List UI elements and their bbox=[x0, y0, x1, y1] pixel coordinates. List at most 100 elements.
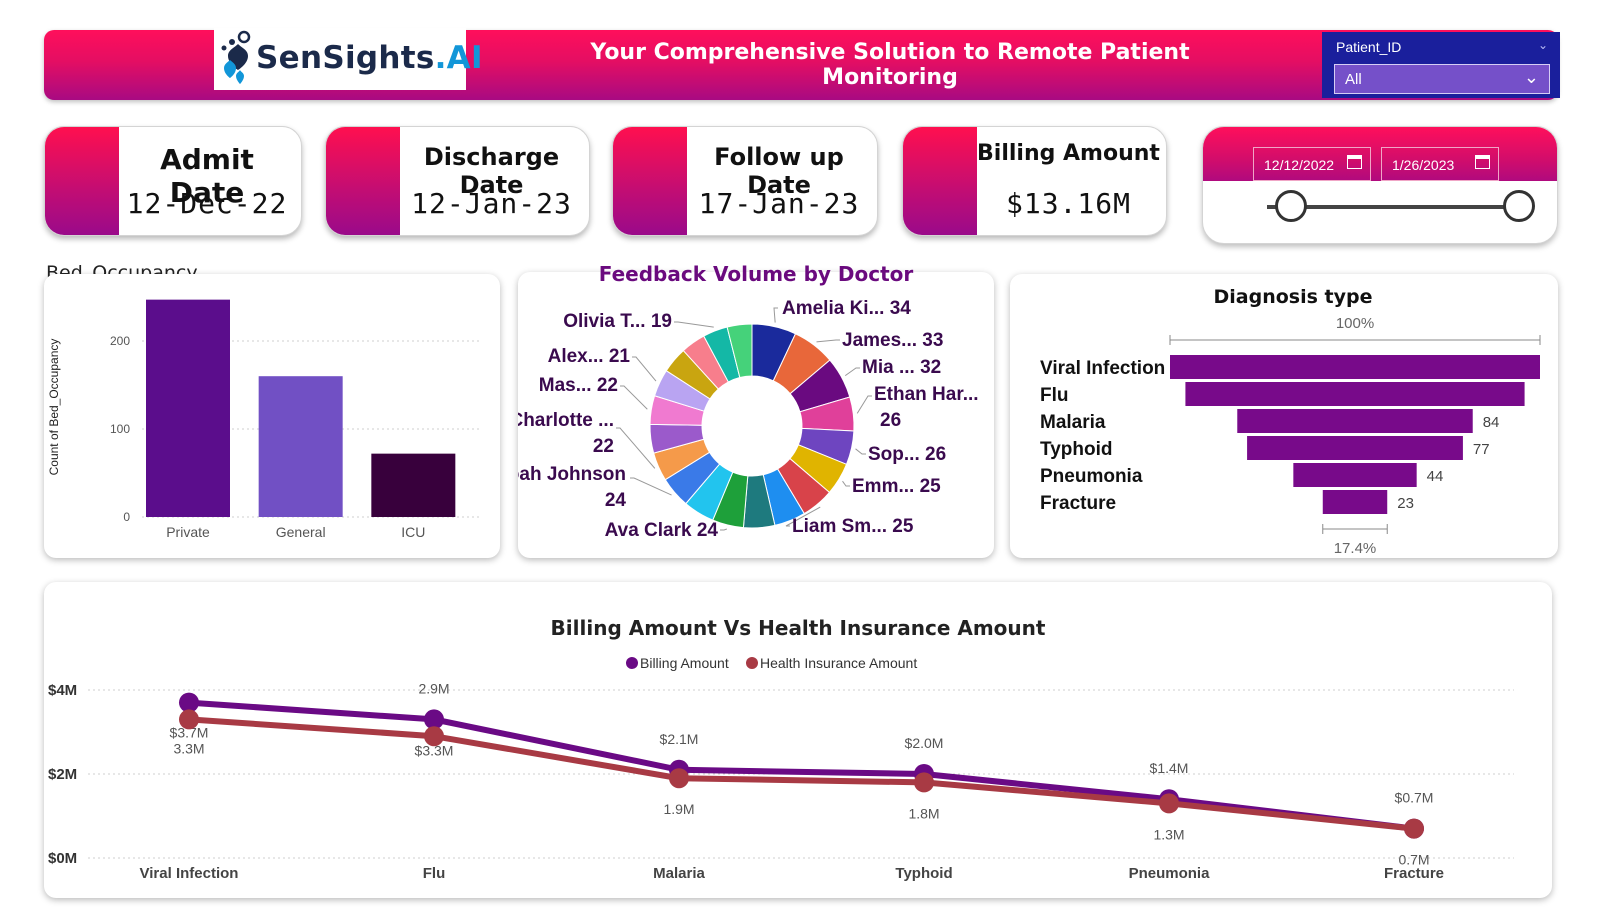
bed-occupancy-panel: 0 100 200 Count of Bed_Occupancy Private Gene… bbox=[44, 274, 500, 558]
data-label: $2.0M bbox=[905, 735, 944, 751]
start-date-value: 12/12/2022 bbox=[1264, 157, 1335, 173]
patient-id-value: All bbox=[1345, 71, 1362, 88]
legend-label[interactable]: Billing Amount bbox=[640, 655, 729, 671]
calendar-icon[interactable] bbox=[1347, 155, 1362, 169]
slice-label: Olivia T... 19 bbox=[563, 311, 672, 332]
bar[interactable] bbox=[146, 299, 230, 517]
slice-label: Noah Johnson bbox=[518, 464, 626, 485]
patient-id-slicer: Patient_ID ⌄ All ⌄ bbox=[1322, 32, 1560, 98]
data-point[interactable] bbox=[914, 772, 934, 793]
diagnosis-title: Diagnosis type bbox=[1213, 286, 1373, 308]
kpi-card-discharge-date: Discharge Date 12-Jan-23 bbox=[325, 126, 590, 236]
start-date-input[interactable]: 12/12/2022 bbox=[1253, 147, 1371, 181]
legend-label[interactable]: Health Insurance Amount bbox=[760, 655, 917, 671]
funnel-bar[interactable] bbox=[1293, 463, 1417, 487]
kpi-accent-band bbox=[45, 127, 119, 235]
kpi-value: 17-Jan-23 bbox=[698, 187, 860, 220]
slider-track[interactable] bbox=[1267, 205, 1519, 209]
kpi-title: Follow up Date bbox=[714, 143, 844, 199]
funnel-value-label: 84 bbox=[1483, 414, 1500, 431]
patient-id-dropdown[interactable]: All ⌄ bbox=[1334, 64, 1550, 94]
funnel-bottom-label: 17.4% bbox=[1334, 540, 1377, 557]
kpi-card-billing-amount: Billing Amount $13.16M bbox=[902, 126, 1167, 236]
funnel-category-label: Malaria bbox=[1040, 412, 1106, 433]
legend-marker bbox=[626, 657, 638, 669]
funnel-bar[interactable] bbox=[1322, 490, 1388, 514]
series-line bbox=[188, 716, 1415, 832]
bar[interactable] bbox=[258, 376, 343, 517]
slice-label: Ava Clark 24 bbox=[605, 520, 719, 541]
y-tick-label: 100 bbox=[110, 422, 130, 436]
kpi-accent-band bbox=[903, 127, 977, 235]
billing-title: Billing Amount Vs Health Insurance Amoun… bbox=[550, 616, 1046, 640]
data-label: 0.7M bbox=[1398, 852, 1429, 868]
data-point[interactable] bbox=[669, 768, 689, 789]
funnel-value-label: 23 bbox=[1397, 495, 1414, 512]
funnel-value-label: 44 bbox=[1427, 468, 1444, 485]
funnel-bar[interactable] bbox=[1237, 409, 1473, 433]
slice-label: Liam Sm... 25 bbox=[792, 516, 914, 537]
bed-occupancy-chart: 0 100 200 Count of Bed_Occupancy Private Gene… bbox=[47, 299, 480, 540]
funnel-bar[interactable] bbox=[1170, 355, 1540, 379]
data-label: $3.3M bbox=[415, 742, 454, 758]
x-tick-label: Fracture bbox=[1384, 865, 1444, 882]
chevron-down-icon: ⌄ bbox=[1523, 67, 1539, 87]
slice-label: 22 bbox=[593, 436, 614, 457]
leader-line bbox=[842, 480, 850, 487]
data-label: 1.8M bbox=[908, 805, 939, 821]
data-label: 1.9M bbox=[663, 801, 694, 817]
leader-line bbox=[630, 477, 672, 496]
slice-label: Mia ... 32 bbox=[862, 357, 941, 378]
funnel-bar[interactable] bbox=[1247, 436, 1463, 460]
slice-label: Amelia Ki... 34 bbox=[782, 298, 911, 319]
leader-line bbox=[816, 339, 840, 343]
kpi-card-follow-up-date: Follow up Date 17-Jan-23 bbox=[612, 126, 878, 236]
billing-line-chart: $0M $2M $4M Billing Amount Health Insurance … bbox=[48, 655, 1514, 882]
billing-panel: Billing Amount Vs Health Insurance Amoun… bbox=[44, 582, 1552, 898]
end-date-input[interactable]: 1/26/2023 bbox=[1381, 147, 1499, 181]
data-point[interactable] bbox=[179, 709, 199, 730]
kpi-accent-band bbox=[613, 127, 687, 235]
funnel-bar[interactable] bbox=[1185, 382, 1525, 406]
data-point[interactable] bbox=[424, 709, 444, 730]
donut-slice[interactable] bbox=[726, 323, 753, 379]
data-point[interactable] bbox=[424, 726, 444, 747]
header-tagline: Your Comprehensive Solution to Remote Pa… bbox=[590, 40, 1190, 90]
slice-label: Emm... 25 bbox=[852, 476, 941, 497]
slider-start-handle[interactable] bbox=[1275, 190, 1307, 222]
leader-line bbox=[674, 321, 714, 328]
data-label: $3.7M bbox=[170, 725, 209, 741]
slice-label: 26 bbox=[880, 410, 901, 431]
data-point[interactable] bbox=[1159, 793, 1179, 814]
data-label: $0.7M bbox=[1395, 790, 1434, 806]
kpi-accent-band bbox=[326, 127, 400, 235]
data-point[interactable] bbox=[1404, 818, 1424, 839]
slice-label: James... 33 bbox=[842, 330, 943, 351]
kpi-title: Billing Amount bbox=[977, 141, 1160, 166]
leader-line bbox=[620, 385, 648, 410]
leader-line bbox=[844, 367, 860, 377]
slice-label: Ethan Har... bbox=[874, 384, 979, 405]
slice-label: Sop... 26 bbox=[868, 444, 946, 465]
diagnosis-funnel-chart: 100% Viral Infection Flu Malaria 84 Typhoid 77… bbox=[1040, 315, 1541, 557]
data-point[interactable] bbox=[179, 692, 199, 713]
calendar-icon[interactable] bbox=[1475, 155, 1490, 169]
funnel-category-label: Flu bbox=[1040, 385, 1069, 406]
data-label: 2.9M bbox=[418, 680, 449, 696]
feedback-donut-chart: Amelia Ki... 34 James... 33 Mia ... 32 Etha… bbox=[494, 298, 979, 541]
leader-line bbox=[785, 506, 821, 527]
funnel-category-label: Fracture bbox=[1040, 493, 1116, 514]
x-tick-label: Typhoid bbox=[895, 865, 952, 882]
y-tick-label: $0M bbox=[48, 850, 77, 867]
patient-id-label: Patient_ID bbox=[1336, 39, 1402, 55]
y-tick-label: $4M bbox=[48, 682, 77, 699]
slider-end-handle[interactable] bbox=[1503, 190, 1535, 222]
y-tick-label: $2M bbox=[48, 766, 77, 783]
bar[interactable] bbox=[371, 453, 456, 517]
y-tick-label: 200 bbox=[110, 334, 130, 348]
kpi-value: 12-Dec-22 bbox=[126, 187, 288, 220]
slice-label: Alex... 21 bbox=[548, 346, 631, 367]
data-label: 1.3M bbox=[1153, 826, 1184, 842]
x-tick-label: Malaria bbox=[653, 865, 705, 882]
collapse-chevron-icon[interactable]: ⌄ bbox=[1537, 38, 1548, 52]
